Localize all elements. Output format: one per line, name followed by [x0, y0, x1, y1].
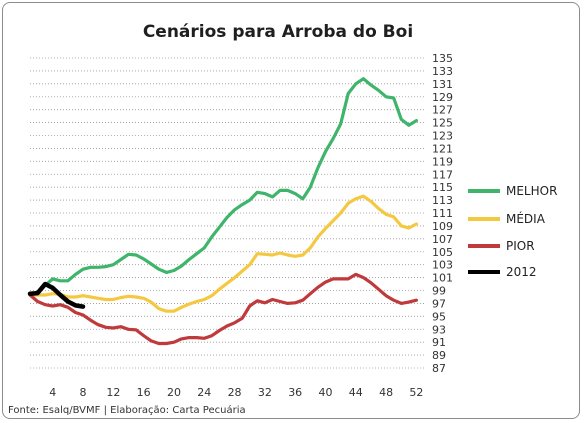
x-tick-label-32: 32	[258, 386, 272, 399]
series-line-2012	[27, 281, 86, 309]
y-tick-label-131: 131	[432, 78, 453, 91]
series-line-m-dia	[28, 194, 418, 313]
x-tick-label-4: 4	[49, 386, 56, 399]
x-tick-label-20: 20	[167, 386, 181, 399]
y-tick-label-107: 107	[432, 233, 453, 246]
y-tick-label-93: 93	[432, 323, 446, 336]
y-tick-label-135: 135	[432, 52, 453, 65]
y-tick-label-99: 99	[432, 285, 446, 298]
y-tick-label-121: 121	[432, 142, 453, 155]
x-tick-label-12: 12	[106, 386, 120, 399]
series-layer	[27, 77, 418, 346]
grid	[30, 57, 424, 369]
y-tick-label-91: 91	[432, 336, 446, 349]
y-tick-label-95: 95	[432, 310, 446, 323]
y-tick-label-101: 101	[432, 272, 453, 285]
chart-frame	[2, 2, 580, 419]
x-tick-label-48: 48	[379, 386, 393, 399]
y-tick-label-105: 105	[432, 246, 453, 259]
y-tick-label-89: 89	[432, 349, 446, 362]
legend-label-2012: 2012	[506, 265, 537, 279]
y-axis-ticks: 8789919395979910110310510710911111311511…	[432, 52, 453, 375]
y-tick-label-119: 119	[432, 155, 453, 168]
x-tick-label-40: 40	[319, 386, 333, 399]
y-tick-label-117: 117	[432, 168, 453, 181]
x-tick-label-44: 44	[349, 386, 363, 399]
y-tick-label-115: 115	[432, 181, 453, 194]
x-tick-label-36: 36	[288, 386, 302, 399]
series-line-melhor	[28, 77, 418, 297]
legend-label-m-dia: MÉDIA	[506, 211, 546, 226]
x-tick-label-24: 24	[197, 386, 211, 399]
x-tick-label-52: 52	[409, 386, 423, 399]
chart-title: Cenários para Arroba do Boi	[143, 22, 413, 42]
x-tick-label-8: 8	[80, 386, 87, 399]
y-tick-label-127: 127	[432, 104, 453, 117]
y-tick-label-113: 113	[432, 194, 453, 207]
y-tick-label-125: 125	[432, 117, 453, 130]
legend-label-pior: PIOR	[506, 239, 535, 253]
y-tick-label-129: 129	[432, 91, 453, 104]
legend-label-melhor: MELHOR	[506, 184, 557, 198]
x-tick-label-28: 28	[228, 386, 242, 399]
y-tick-label-103: 103	[432, 259, 453, 272]
y-tick-label-109: 109	[432, 220, 453, 233]
series-line-pior	[28, 272, 418, 346]
x-tick-label-16: 16	[137, 386, 151, 399]
y-tick-label-111: 111	[432, 207, 453, 220]
y-tick-label-87: 87	[432, 362, 446, 375]
source-note: Fonte: Esalq/BVMF | Elaboração: Carta Pe…	[8, 404, 246, 416]
y-tick-label-123: 123	[432, 130, 453, 143]
y-tick-label-97: 97	[432, 297, 446, 310]
x-axis-ticks: 4 8 12 16 20 24 28 32 36 40 44 48 52	[49, 386, 423, 399]
y-tick-label-133: 133	[432, 65, 453, 78]
legend: MELHOR MÉDIA PIOR 2012	[468, 184, 557, 279]
